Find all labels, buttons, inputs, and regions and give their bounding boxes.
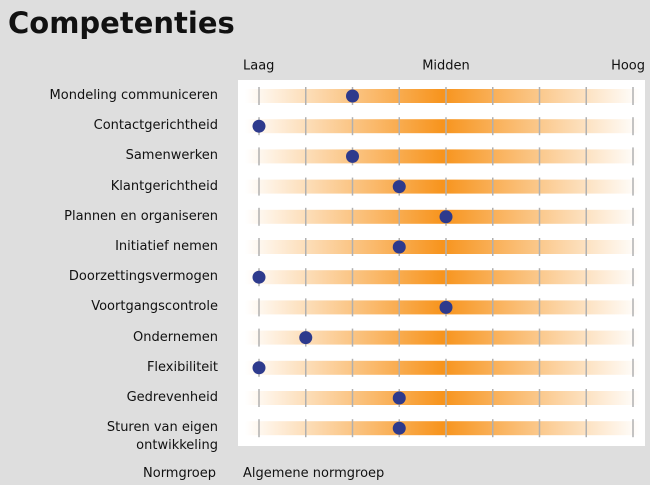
scale-bar [245, 391, 640, 405]
category-label: Plannen en organiseren [64, 208, 218, 224]
scale-bar [245, 360, 640, 375]
score-dot [252, 119, 266, 133]
category-label: Voortgangscontrole [91, 299, 218, 315]
scale-bar [245, 149, 640, 164]
score-dot [346, 89, 359, 103]
category-label: Mondeling communiceren [49, 88, 218, 103]
score-dot [392, 180, 406, 194]
score-dot [299, 331, 313, 345]
score-dot [346, 149, 359, 163]
score-dot [252, 270, 266, 284]
panel [238, 80, 645, 446]
category-label: Initiatief nemen [115, 239, 218, 254]
category-label: Doorzettingsvermogen [68, 269, 218, 285]
score-dot [439, 300, 453, 314]
footer-value: Algemene normgroep [243, 466, 385, 481]
category-label: Flexibiliteit [146, 359, 218, 375]
scale-bar [245, 421, 640, 436]
scale-bar [245, 119, 640, 134]
score-dot [252, 361, 266, 375]
score-dot [392, 240, 406, 254]
category-label: Contactgerichtheid [93, 118, 218, 134]
score-dot [439, 210, 453, 224]
category-label: Klantgerichtheid [110, 178, 218, 194]
scale-bar [245, 240, 640, 254]
category-label: Gedrevenheid [126, 390, 218, 405]
score-dot [392, 421, 406, 435]
page-title: Competenties [8, 6, 235, 40]
x-tick-label: Laag [243, 59, 274, 74]
x-tick-label: Midden [422, 59, 470, 74]
scale-bar [245, 270, 640, 285]
category-label: Sturen van eigen ontwikkeling [106, 420, 218, 454]
x-tick-label: Hoog [611, 59, 645, 74]
scale-bar [245, 179, 640, 194]
scale-bar [245, 89, 640, 103]
footer-label: Normgroep [143, 466, 216, 481]
category-label: Ondernemen [133, 329, 218, 345]
score-dot [392, 391, 406, 405]
category-label: Samenwerken [125, 148, 218, 164]
scale-bar [245, 330, 640, 345]
